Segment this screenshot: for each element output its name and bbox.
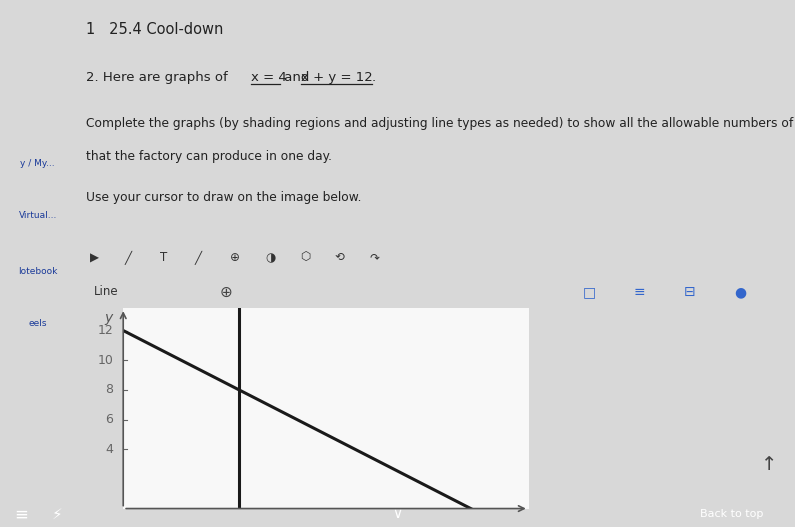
Text: 8: 8 [105,383,113,396]
Text: y: y [105,311,113,325]
Text: ↷: ↷ [370,251,380,265]
Text: y / My...: y / My... [21,159,55,168]
Text: x + y = 12: x + y = 12 [301,71,372,84]
Text: ⟲: ⟲ [335,251,345,265]
Text: ╱: ╱ [195,251,202,265]
Text: 6: 6 [105,413,113,426]
Text: ●: ● [735,285,747,299]
Text: ∨: ∨ [393,508,402,521]
Text: ⊟: ⊟ [684,285,696,299]
Text: ⊕: ⊕ [219,285,232,299]
Text: Virtual...: Virtual... [18,210,57,220]
Text: 4: 4 [105,443,113,456]
Text: 10: 10 [97,354,113,367]
Text: Line: Line [94,286,118,298]
Text: ⊕: ⊕ [230,251,240,265]
Text: Complete the graphs (by shading regions and adjusting line types as needed) to s: Complete the graphs (by shading regions … [87,117,795,130]
Text: x = 4: x = 4 [251,71,287,84]
Text: 1   25.4 Cool-down: 1 25.4 Cool-down [87,22,224,37]
Text: 2. Here are graphs of: 2. Here are graphs of [87,71,232,84]
Text: ≡: ≡ [14,505,28,523]
Text: ↑: ↑ [761,455,778,474]
Text: ╱: ╱ [125,251,132,265]
Text: .: . [372,71,376,84]
Text: ▶: ▶ [90,251,99,265]
Text: that the factory can produce in one day.: that the factory can produce in one day. [87,150,332,163]
Text: ◑: ◑ [265,251,275,265]
Text: Use your cursor to draw on the image below.: Use your cursor to draw on the image bel… [87,191,362,204]
Text: eels: eels [29,318,47,328]
Text: 12: 12 [97,324,113,337]
Text: □: □ [584,285,596,299]
Text: T: T [160,251,167,265]
Text: and: and [281,71,314,84]
Text: ⚡: ⚡ [52,507,63,522]
Text: Back to top: Back to top [700,510,763,519]
Text: ≡: ≡ [634,285,646,299]
Text: lotebook: lotebook [18,267,57,276]
Text: ⬡: ⬡ [300,251,310,265]
